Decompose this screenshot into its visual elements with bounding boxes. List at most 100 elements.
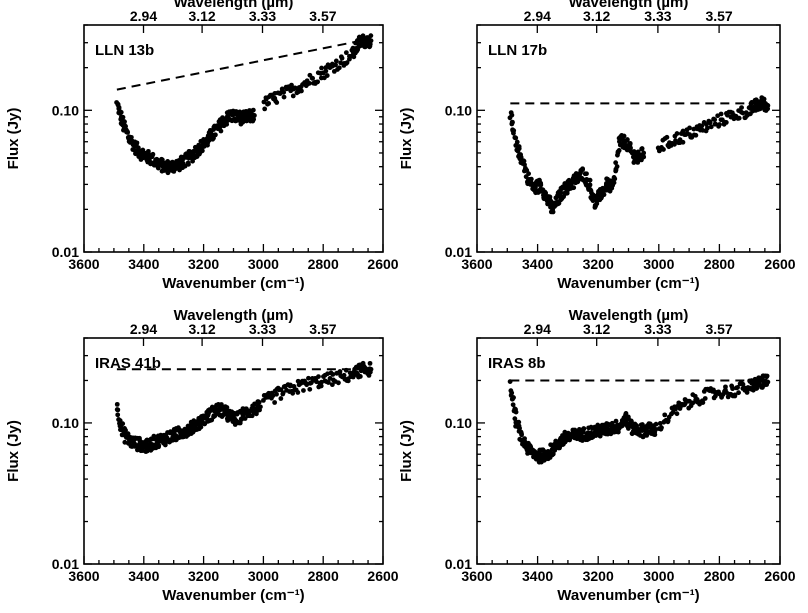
- data-point: [580, 167, 585, 173]
- top-tick-label: 2.94: [130, 8, 157, 24]
- x-tick-label: 3600: [68, 568, 99, 584]
- data-point: [613, 167, 619, 173]
- data-point: [290, 390, 296, 396]
- data-point: [708, 124, 714, 130]
- top-axis-title: Wavelength (µm): [569, 307, 689, 324]
- x-tick-label: 3400: [522, 568, 553, 584]
- data-point: [115, 412, 121, 418]
- data-point: [621, 133, 627, 139]
- data-point: [307, 80, 312, 86]
- top-tick-label: 2.94: [130, 321, 157, 337]
- data-point: [571, 185, 577, 191]
- data-point: [272, 400, 278, 405]
- chart-panel-4: 2.94 3.12 3.33 3.57 3600 3400 3200 3000 2800 2600…: [398, 307, 796, 604]
- data-point: [754, 385, 760, 391]
- data-point: [592, 204, 598, 210]
- data-point: [306, 375, 311, 381]
- data-point: [730, 386, 735, 392]
- x-tick-label: 3200: [188, 568, 219, 584]
- data-point: [584, 171, 589, 177]
- data-points: [507, 95, 771, 215]
- data-point: [590, 198, 596, 204]
- data-point: [699, 123, 704, 129]
- data-point: [653, 421, 659, 427]
- data-point: [674, 131, 680, 136]
- data-point: [281, 94, 287, 100]
- y-tick-label: 0.10: [445, 102, 472, 118]
- panel-label: IRAS 8b: [488, 355, 546, 372]
- data-point: [583, 182, 589, 188]
- data-point: [367, 44, 372, 50]
- data-point: [185, 160, 191, 166]
- data-point: [299, 88, 304, 94]
- data-point: [740, 381, 746, 387]
- data-point: [120, 421, 126, 427]
- y-tick-label: 0.10: [52, 102, 79, 118]
- data-point: [687, 125, 692, 131]
- data-point: [315, 79, 320, 85]
- data-point: [509, 390, 515, 396]
- data-point: [281, 89, 287, 95]
- data-point: [672, 141, 677, 147]
- data-point: [191, 148, 196, 154]
- data-point: [357, 374, 363, 379]
- top-tick-label: 3.33: [249, 321, 276, 337]
- x-tick-label: 3600: [461, 256, 492, 272]
- data-point: [262, 106, 268, 112]
- data-point: [274, 100, 280, 105]
- data-point: [612, 176, 618, 182]
- top-tick-label: 3.12: [583, 321, 610, 337]
- x-axis-title: Wavenumber (cm⁻¹): [557, 275, 699, 292]
- y-tick-label: 0.01: [445, 556, 472, 572]
- x-tick-label: 2600: [367, 256, 398, 272]
- chart-panel-2: 2.94 3.12 3.33 3.57 3600 3400 3200 3000 2800 2600…: [398, 0, 796, 292]
- top-axis-title: Wavelength (µm): [174, 0, 294, 11]
- data-point: [587, 182, 593, 188]
- chart-panel-3: 2.94 3.12 3.33 3.57 3600 3400 3200 3000 2800 2600…: [5, 307, 399, 604]
- data-point: [627, 141, 633, 146]
- top-tick-label: 2.94: [524, 8, 551, 24]
- data-point: [318, 383, 324, 389]
- data-point: [693, 132, 699, 138]
- data-point: [700, 400, 706, 405]
- data-point: [673, 406, 678, 412]
- data-point: [343, 367, 349, 373]
- data-point: [732, 392, 738, 398]
- data-point: [680, 139, 686, 145]
- data-point: [128, 134, 134, 140]
- data-point: [510, 396, 516, 402]
- data-point: [344, 60, 350, 66]
- data-point: [736, 115, 742, 121]
- data-point: [123, 427, 128, 433]
- data-point: [333, 62, 338, 68]
- data-point: [224, 405, 230, 410]
- data-point: [151, 433, 157, 439]
- x-tick-label: 2800: [308, 256, 339, 272]
- data-point: [624, 137, 630, 142]
- data-point: [333, 58, 339, 64]
- data-point: [301, 388, 306, 393]
- data-point: [526, 171, 531, 177]
- x-tick-label: 3200: [583, 568, 614, 584]
- data-point: [330, 372, 336, 377]
- x-axis-title: Wavenumber (cm⁻¹): [162, 587, 304, 604]
- data-point: [162, 442, 168, 448]
- data-point: [512, 135, 518, 141]
- data-point: [224, 121, 230, 127]
- data-point: [718, 111, 724, 117]
- data-point: [511, 128, 517, 134]
- x-tick-label: 2800: [704, 256, 735, 272]
- data-point: [705, 125, 710, 131]
- x-tick-label: 2800: [704, 568, 735, 584]
- y-axis-title: Flux (Jy): [398, 420, 415, 482]
- x-tick-label: 3200: [583, 256, 614, 272]
- top-tick-label: 3.12: [583, 8, 610, 24]
- y-axis-title: Flux (Jy): [5, 108, 22, 170]
- x-tick-label: 3400: [522, 256, 553, 272]
- data-point: [122, 119, 127, 125]
- data-point: [614, 164, 620, 169]
- data-point: [538, 180, 544, 186]
- data-point: [345, 378, 351, 384]
- data-point: [338, 60, 344, 66]
